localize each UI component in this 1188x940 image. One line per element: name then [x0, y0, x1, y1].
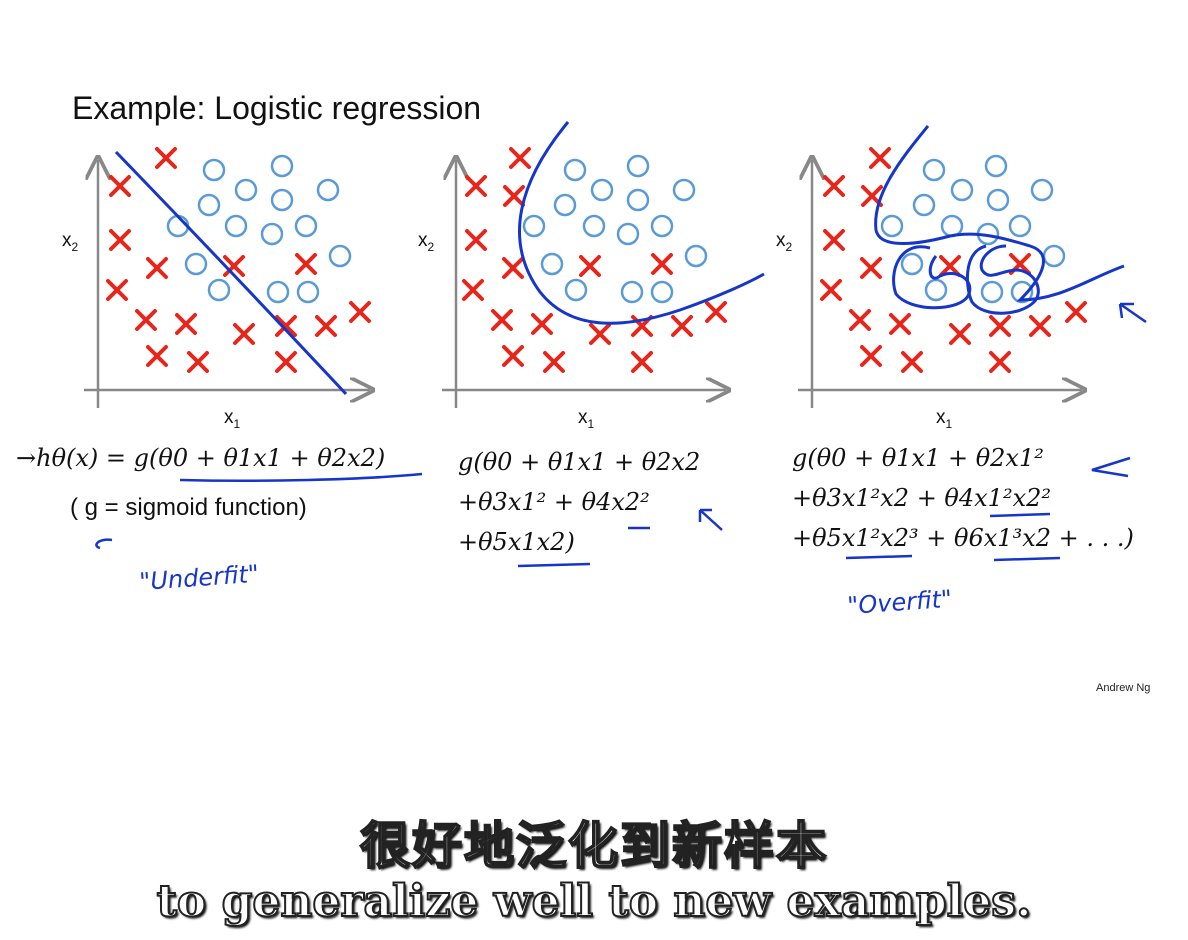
- x-axis-label: x1: [936, 407, 953, 431]
- credit-text: Andrew Ng: [1096, 682, 1151, 694]
- x-axis-label: x1: [578, 407, 595, 431]
- underline-left-eq: [179, 472, 423, 482]
- decision-boundary-linear: [114, 150, 348, 396]
- subtitle-english: to generalize well to new examples.: [156, 875, 1033, 928]
- plot-overfit: x1 x2: [776, 125, 1125, 431]
- blue-arrow-icon: [1118, 302, 1147, 324]
- circles-panel-2: [522, 154, 708, 304]
- underline-right-line3a: [845, 554, 913, 560]
- underline-right-line2: [989, 512, 1051, 518]
- overfit-loop-right: [965, 244, 1040, 315]
- subtitle-chinese: 很好地泛化到新样本: [359, 816, 828, 876]
- decision-boundary-quadratic: [518, 121, 765, 325]
- x-axis-label: x1: [224, 407, 241, 431]
- blue-arrow-icon: [698, 508, 723, 531]
- equation-left-line2: ( g = sigmoid function): [70, 494, 307, 521]
- plot-just-right: x1 x2: [418, 121, 765, 431]
- equation-mid-line1: g(θ0 + θ1x1 + θ2x2: [458, 448, 701, 476]
- equation-mid-line3: +θ5x1x2): [458, 528, 575, 556]
- plot-underfit: x1 x2: [62, 147, 370, 431]
- underfit-label: "Underfit": [138, 560, 259, 596]
- underline-mid-x1x2: [517, 562, 591, 568]
- equation-left-line1: →hθ(x) = g(θ0 + θ1x1 + θ2x2): [16, 444, 386, 472]
- underline-right-line3b: [993, 556, 1061, 562]
- circles-panel-1: [166, 154, 352, 304]
- equation-right-line1: g(θ0 + θ1x1 + θ2x1²: [792, 444, 1044, 472]
- equation-mid-line2: +θ3x1² + θ4x2²: [458, 488, 650, 516]
- y-axis-label: x2: [776, 230, 793, 254]
- y-axis-label: x2: [62, 230, 79, 254]
- equation-right-line2: +θ3x1²x2 + θ4x1²x2²: [792, 484, 1051, 512]
- blue-arrow-icon: [1091, 456, 1131, 478]
- equation-right-line3: +θ5x1²x2³ + θ6x1³x2 + . . .): [792, 524, 1134, 552]
- overfit-loop-left: [892, 245, 972, 310]
- slide-title: Example: Logistic regression: [72, 90, 482, 126]
- blue-arrow-icon: [95, 538, 113, 550]
- overfit-label: "Overfit": [846, 585, 952, 620]
- y-axis-label: x2: [418, 230, 435, 254]
